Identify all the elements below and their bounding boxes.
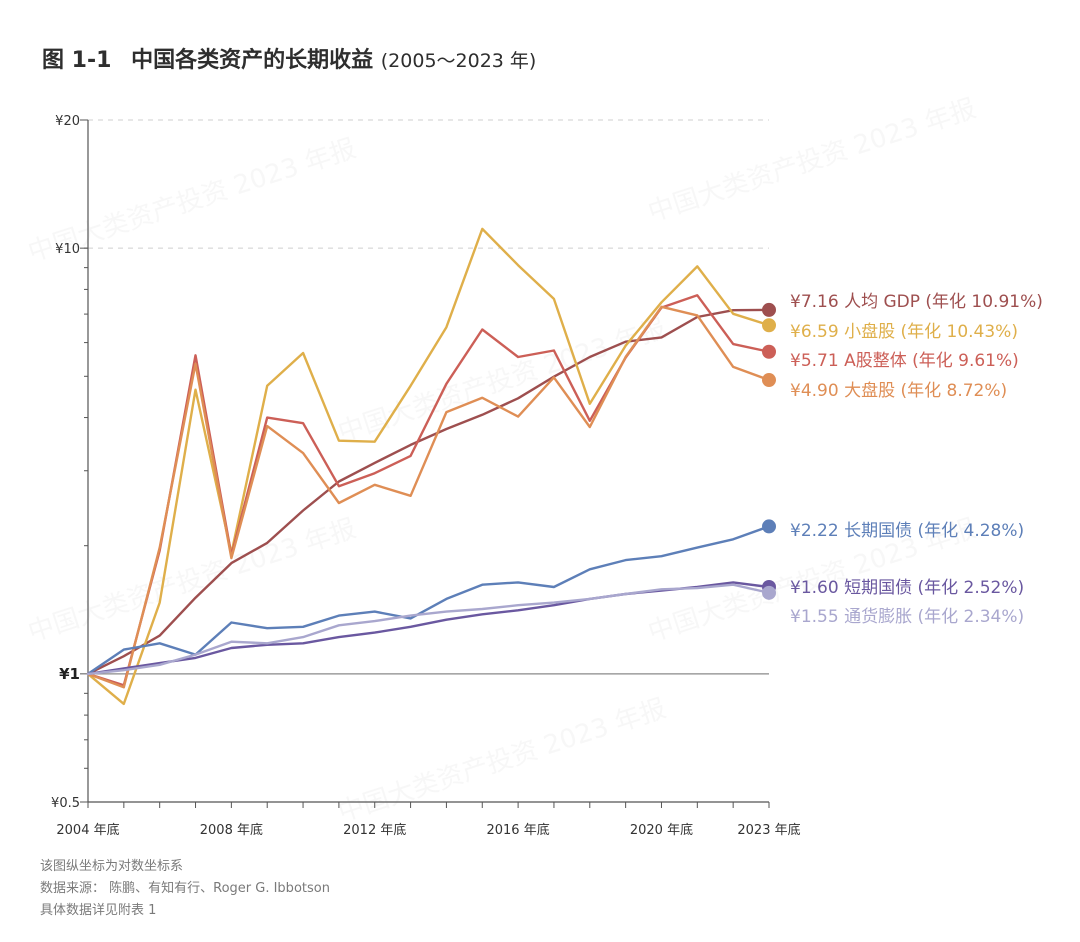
title-subtitle: (2005～2023 年) bbox=[380, 50, 537, 72]
legend-label-长期国债: ¥2.22 长期国债 (年化 4.28%) bbox=[790, 521, 1024, 541]
legend-label-小盘股: ¥6.59 小盘股 (年化 10.43%) bbox=[790, 322, 1018, 342]
note-line: 数据来源： 陈鹏、有知有行、Roger G. Ibbotson bbox=[40, 881, 330, 896]
y-tick-label: ¥10 bbox=[55, 242, 80, 257]
title-main: 中国各类资产的长期收益 bbox=[131, 48, 374, 73]
legend-label-大盘股: ¥4.90 大盘股 (年化 8.72%) bbox=[790, 381, 1007, 401]
chart-title: 图 1-1 中国各类资产的长期收益 (2005～2023 年) bbox=[42, 42, 536, 74]
axes: ¥20 ¥10 ¥1 ¥0.5 2004 年底 2008 年底 2012 年底 2016 年底… bbox=[51, 114, 801, 838]
series-line-人均GDP bbox=[86, 308, 771, 676]
series-line-通货膨胀 bbox=[86, 583, 771, 676]
x-tick-label: 2016 年底 bbox=[486, 822, 549, 838]
series-lines bbox=[86, 227, 776, 706]
figure-number: 图 1-1 bbox=[42, 48, 112, 73]
series-end-dot-长期国债 bbox=[762, 519, 776, 534]
y-tick-label: ¥1 bbox=[59, 665, 80, 683]
series-end-dot-大盘股 bbox=[762, 373, 776, 388]
note-line: 该图纵坐标为对数坐标系 bbox=[40, 859, 184, 874]
chart-notes: 该图纵坐标为对数坐标系 数据来源： 陈鹏、有知有行、Roger G. Ibbot… bbox=[40, 856, 330, 922]
note-line: 具体数据详见附表 1 bbox=[40, 903, 157, 918]
legend-label-通货膨胀: ¥1.55 通货膨胀 (年化 2.34%) bbox=[790, 607, 1024, 627]
series-line-小盘股 bbox=[86, 227, 771, 706]
legend-label-人均GDP: ¥7.16 人均 GDP (年化 10.91%) bbox=[790, 292, 1043, 312]
x-tick-label: 2004 年底 bbox=[56, 822, 119, 838]
series-end-dot-通货膨胀 bbox=[762, 585, 776, 600]
series-end-dot-A股整体 bbox=[762, 344, 776, 359]
series-line-长期国债 bbox=[86, 525, 771, 676]
series-line-短期国债 bbox=[86, 581, 771, 676]
series-line-大盘股 bbox=[86, 305, 771, 689]
series-end-dot-人均GDP bbox=[762, 302, 776, 317]
x-tick-label: 2023 年底 bbox=[737, 822, 800, 838]
x-tick-label: 2012 年底 bbox=[343, 822, 406, 838]
legend: ¥7.16 人均 GDP (年化 10.91%) ¥6.59 小盘股 (年化 10… bbox=[790, 292, 1043, 627]
series-end-dot-小盘股 bbox=[762, 318, 776, 333]
x-tick-label: 2008 年底 bbox=[200, 822, 263, 838]
y-tick-label: ¥20 bbox=[55, 114, 80, 129]
y-tick-label: ¥0.5 bbox=[51, 796, 80, 811]
series-line-A股整体 bbox=[86, 294, 771, 687]
legend-label-A股整体: ¥5.71 A股整体 (年化 9.61%) bbox=[790, 351, 1019, 371]
gridlines bbox=[88, 119, 769, 249]
x-tick-label: 2020 年底 bbox=[630, 822, 693, 838]
legend-label-短期国债: ¥1.60 短期国债 (年化 2.52%) bbox=[790, 578, 1024, 598]
